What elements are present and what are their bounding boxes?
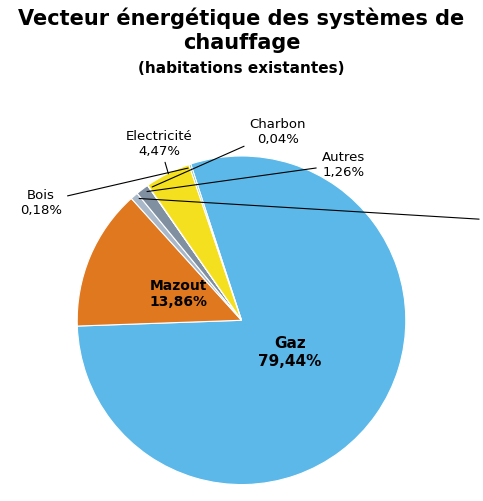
Wedge shape: [148, 165, 242, 321]
Text: Bois
0,18%: Bois 0,18%: [20, 169, 188, 216]
Text: Charbon
0,04%: Charbon 0,04%: [152, 118, 306, 187]
Wedge shape: [189, 165, 242, 321]
Wedge shape: [137, 186, 242, 321]
Text: Producteur
absent
0,75%: Producteur absent 0,75%: [139, 199, 483, 243]
Wedge shape: [77, 199, 242, 327]
Text: Vecteur énergétique des systèmes de: Vecteur énergétique des systèmes de: [18, 8, 465, 29]
Text: Electricité
4,47%: Electricité 4,47%: [126, 130, 193, 174]
Text: (habitations existantes): (habitations existantes): [138, 61, 345, 76]
Wedge shape: [131, 194, 242, 321]
Text: chauffage: chauffage: [183, 33, 300, 53]
Wedge shape: [77, 157, 406, 484]
Text: Autres
1,26%: Autres 1,26%: [147, 151, 365, 192]
Text: Gaz
79,44%: Gaz 79,44%: [258, 336, 322, 368]
Text: Mazout
13,86%: Mazout 13,86%: [149, 279, 207, 309]
Wedge shape: [147, 186, 242, 321]
